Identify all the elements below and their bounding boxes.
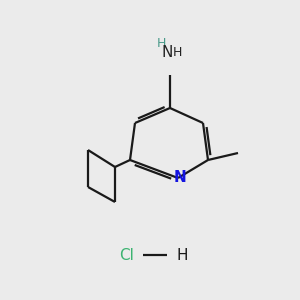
Text: H: H <box>173 46 182 59</box>
Text: H: H <box>157 37 166 50</box>
Text: H: H <box>176 248 188 262</box>
Text: N: N <box>161 44 173 59</box>
Text: Cl: Cl <box>120 248 134 262</box>
Text: N: N <box>174 170 187 185</box>
